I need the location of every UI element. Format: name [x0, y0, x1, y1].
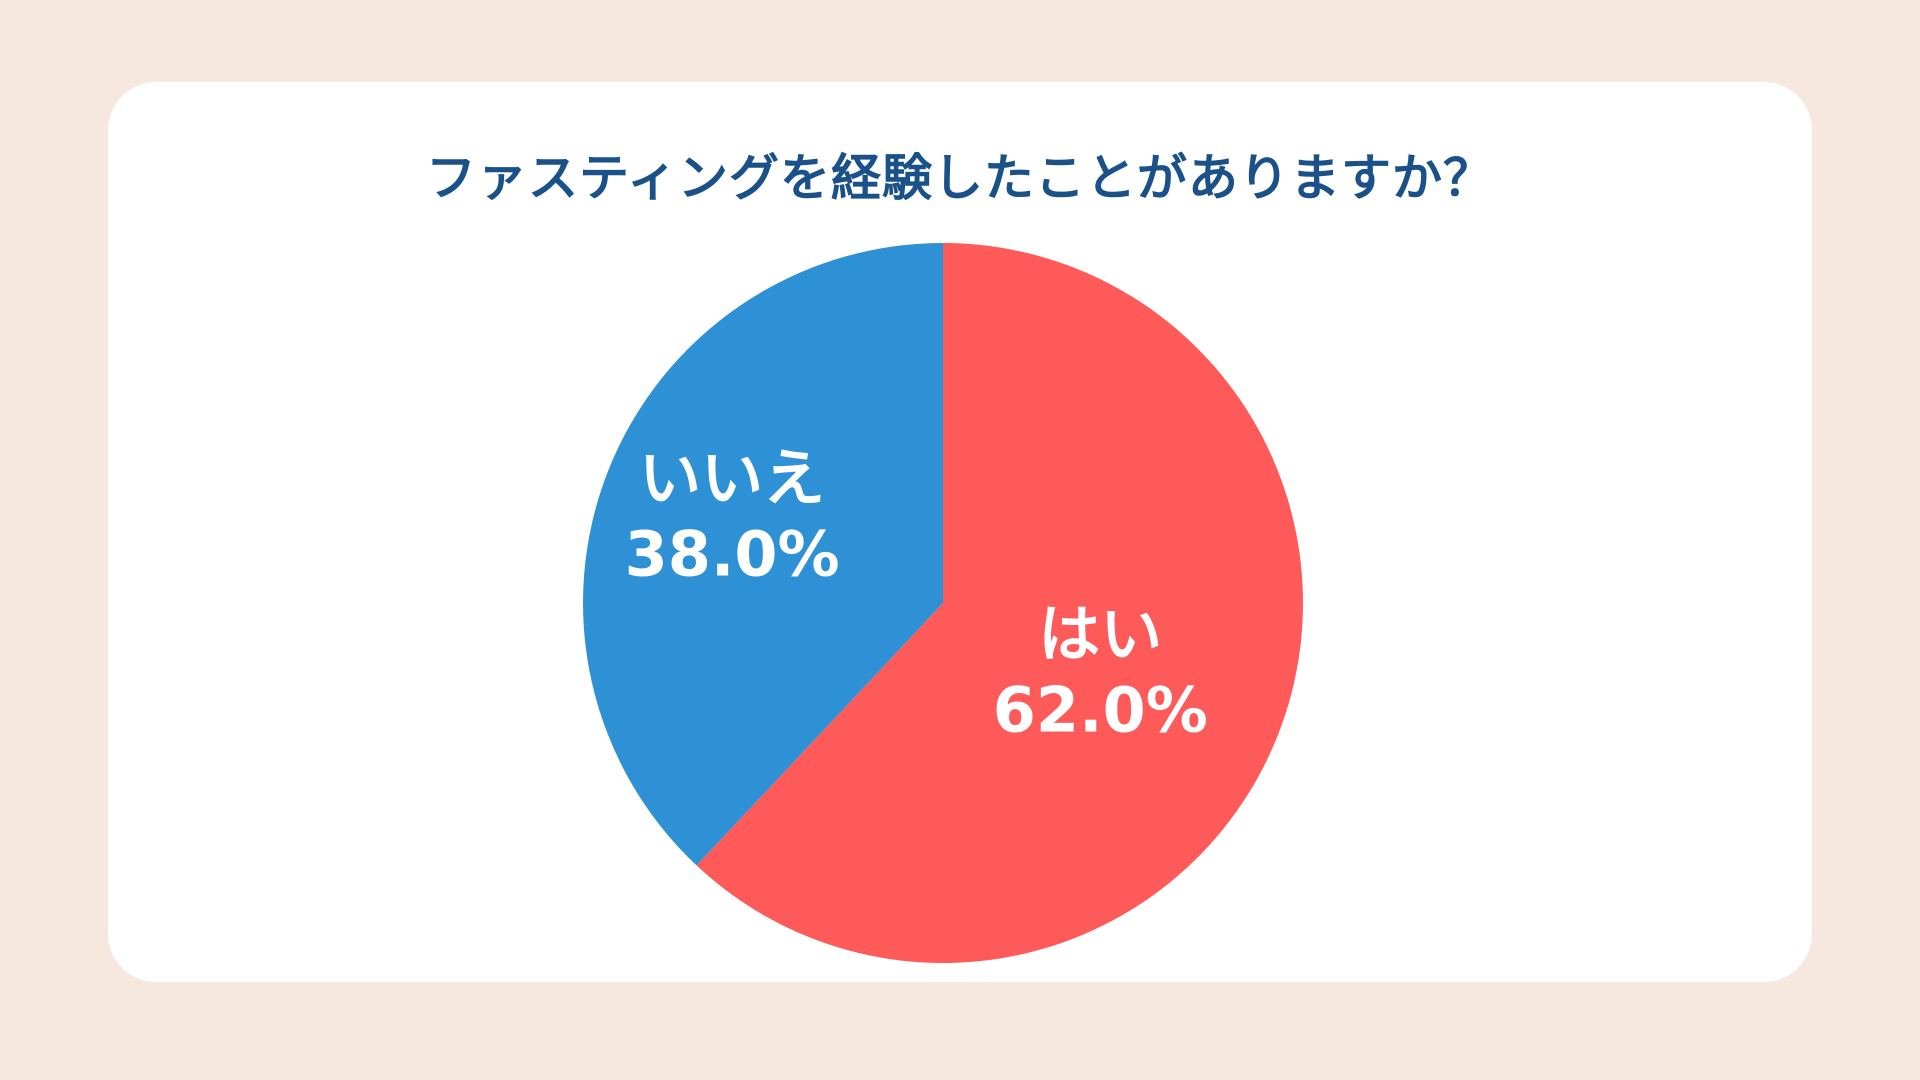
pie-slices: [583, 242, 1303, 963]
slice-label: いいえ: [639, 442, 825, 515]
slice-value-label: 62.0%: [993, 673, 1208, 746]
pie-slice-yes: [696, 243, 1303, 963]
slice-label: はい: [1038, 597, 1162, 670]
pie-slice-no: [583, 242, 943, 866]
slice-value-label: 38.0%: [625, 518, 840, 591]
chart-title: ファスティングを経験したことがありますか？: [426, 149, 1494, 207]
